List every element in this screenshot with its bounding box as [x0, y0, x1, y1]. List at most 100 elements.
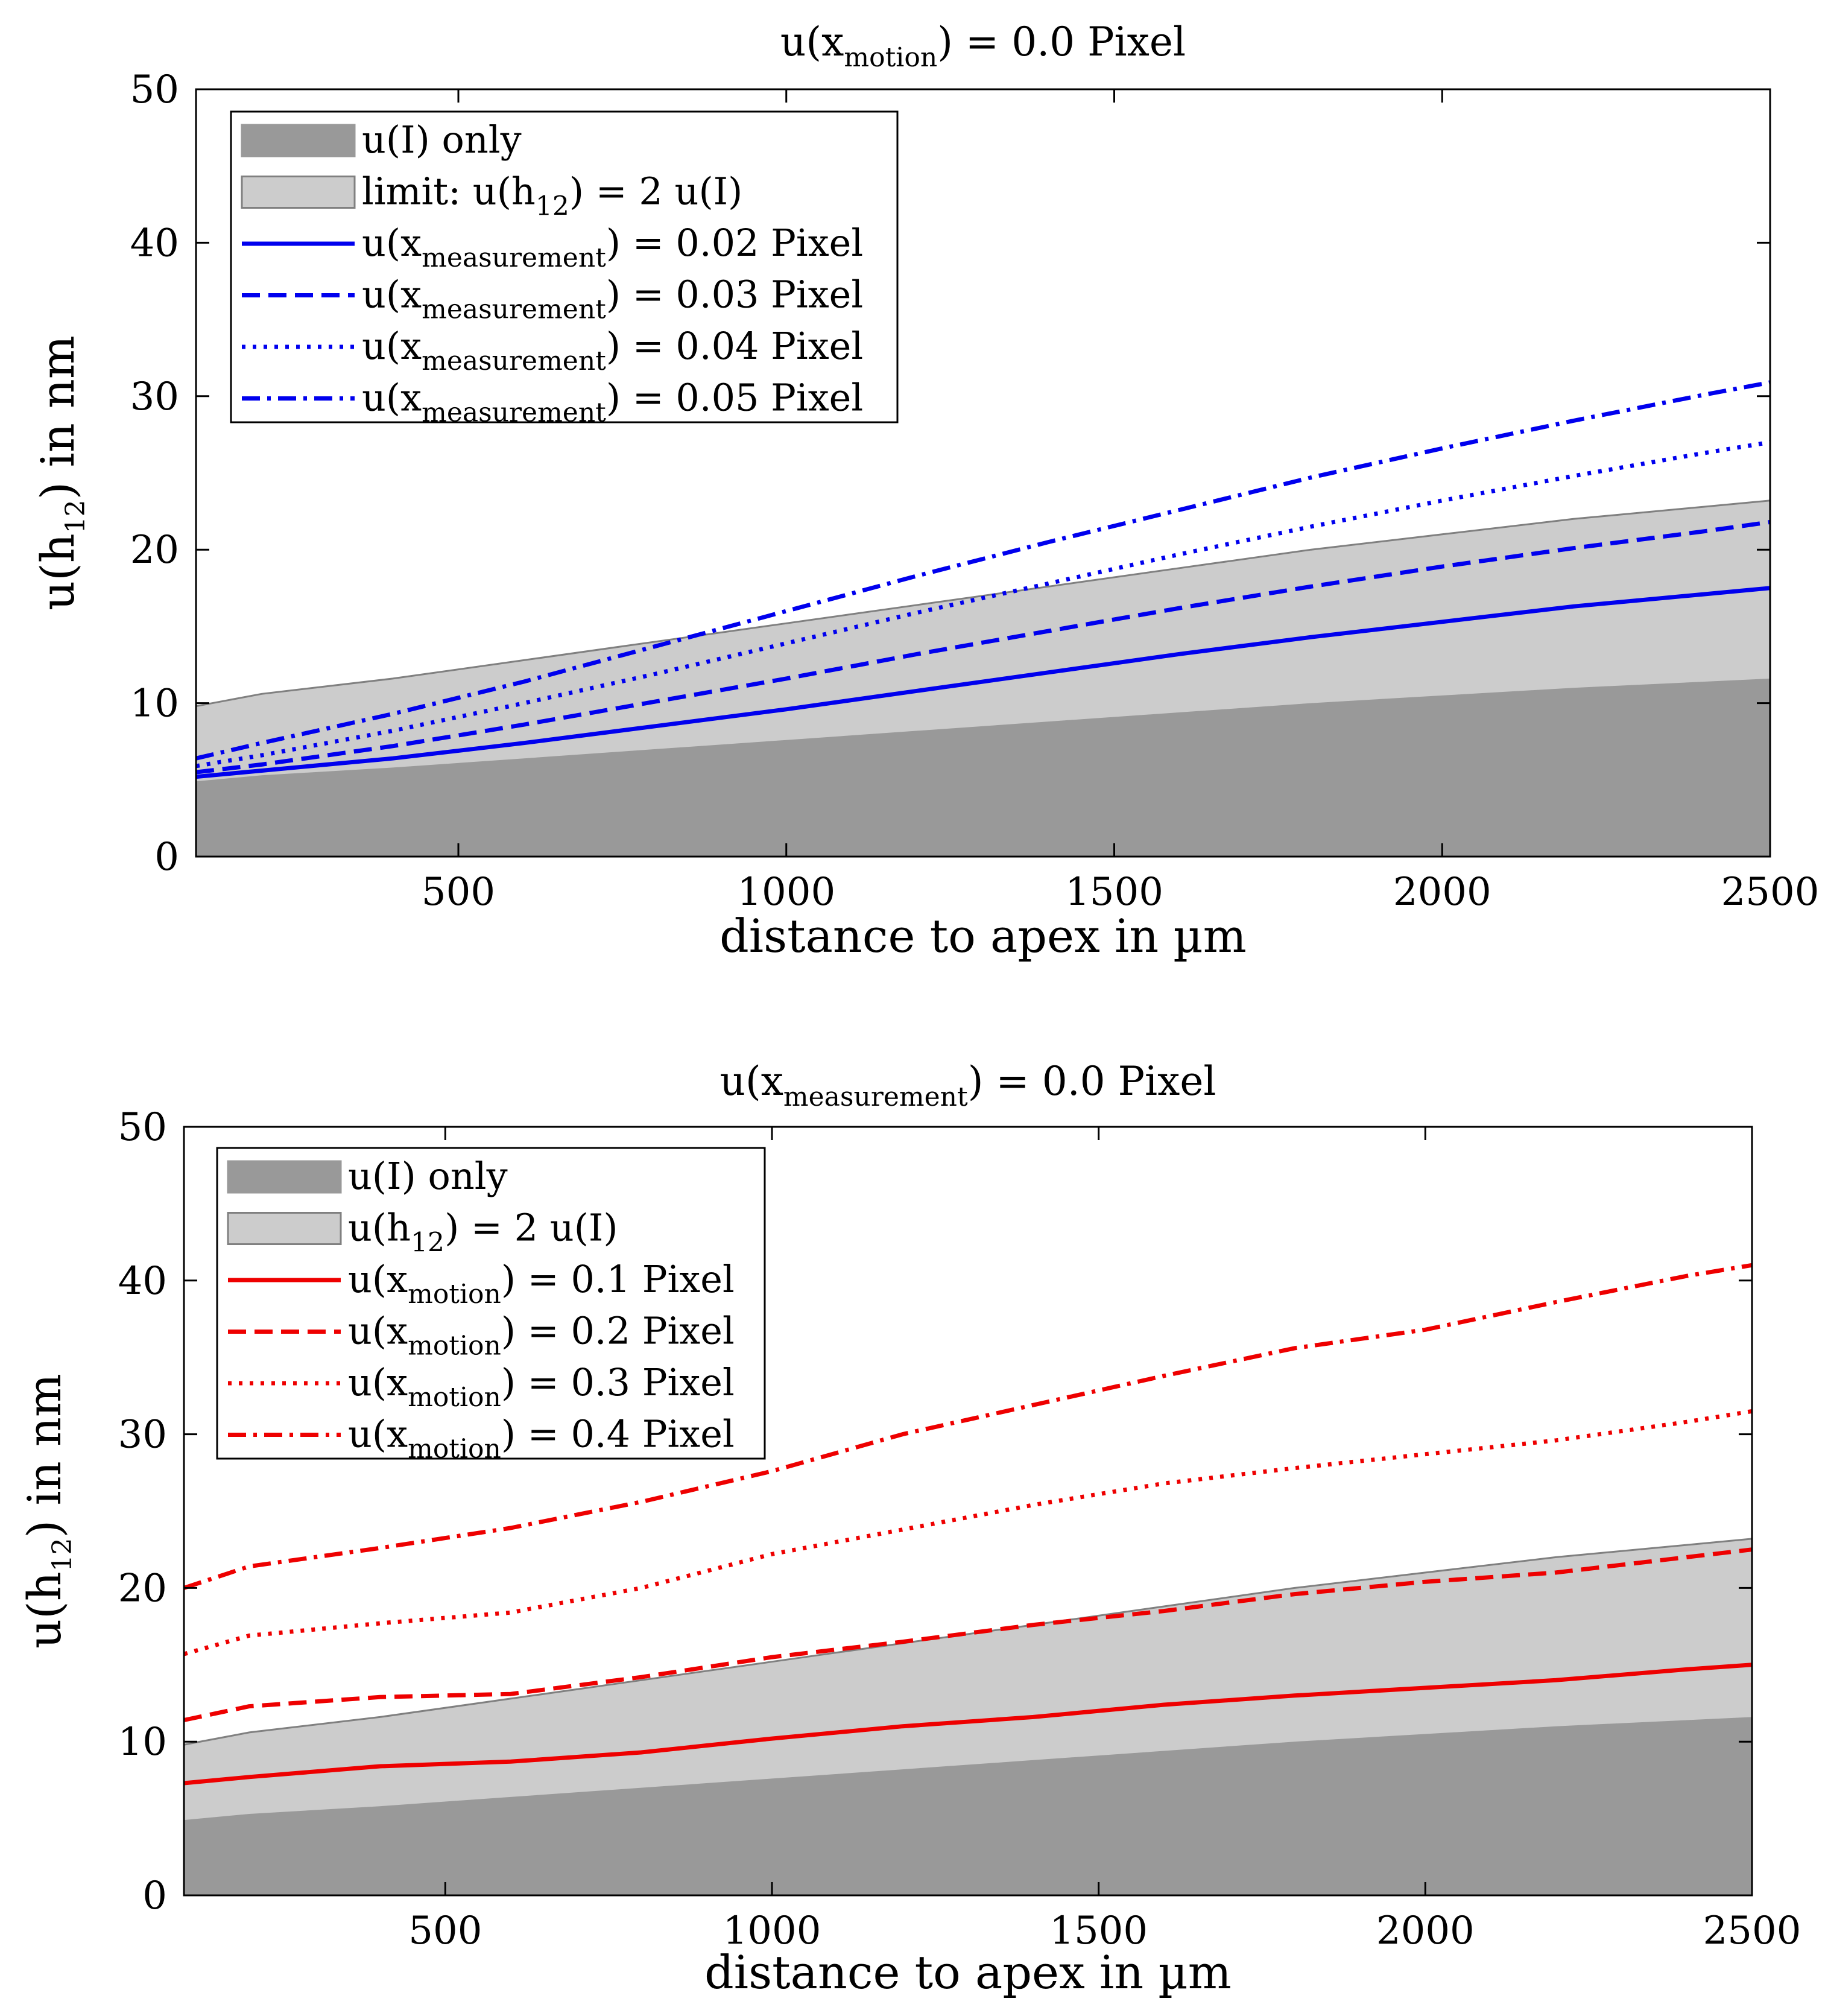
legend-entry-prefix: u(x: [348, 1412, 408, 1456]
x-tick-label: 500: [408, 1909, 482, 1953]
legend-entry-prefix: u(I) only: [362, 118, 522, 162]
legend-entry-prefix: limit: u(h: [362, 170, 536, 214]
y-axis-label-suffix: ) in nm: [31, 335, 84, 499]
legend-entry-text: u(h12) = 2 u(I): [348, 1206, 618, 1258]
x-tick-label: 1500: [1049, 1909, 1148, 1953]
legend-entry-prefix: u(x: [362, 273, 422, 317]
chart-title-prefix: u(x: [719, 1058, 783, 1105]
series-line-dotted: [195, 440, 1771, 769]
y-axis-label: u(h12) in nm: [31, 335, 91, 610]
series-line-dashdot: [195, 380, 1771, 761]
legend-entry-text: u(xmotion) = 0.1 Pixel: [348, 1257, 735, 1310]
intensity-band-area: [184, 1717, 1752, 1895]
series-line-dotted: [183, 1409, 1753, 1656]
legend-entry-subscript: 12: [411, 1228, 444, 1258]
series-line-solid: [183, 1663, 1753, 1786]
legend-swatch-limit: [241, 176, 356, 209]
legend-swatch-limit: [227, 1212, 342, 1245]
legend-entry-subscript: motion: [408, 1279, 501, 1310]
y-axis-label-subscript: 12: [47, 1538, 78, 1571]
y-tick-label: 20: [118, 1566, 167, 1611]
chart-title: u(xmeasurement) = 0.0 Pixel: [719, 1058, 1216, 1112]
y-axis-label-prefix: u(h: [17, 1571, 71, 1649]
series-line-dashed: [183, 1547, 1753, 1722]
legend-entry-subscript: motion: [408, 1331, 501, 1361]
legend-swatch-intensity: [227, 1160, 342, 1194]
y-tick-label: 0: [142, 1874, 167, 1918]
x-tick-label: 1000: [737, 870, 835, 914]
legend-entry-text: u(xmeasurement) = 0.04 Pixel: [362, 324, 863, 376]
y-tick-label: 40: [118, 1259, 167, 1304]
y-axis-label-prefix: u(h: [31, 533, 84, 610]
legend-entry-suffix: ) = 0.05 Pixel: [606, 376, 863, 420]
legend-entry-prefix: u(h: [348, 1206, 411, 1250]
legend-entry-subscript: measurement: [422, 398, 606, 428]
legend-entry-suffix: ) = 0.1 Pixel: [501, 1257, 735, 1301]
legend-entry-subscript: measurement: [422, 294, 606, 325]
y-tick-label: 30: [130, 375, 179, 419]
x-tick-label: 500: [422, 870, 495, 914]
legend-swatch-intensity: [241, 124, 356, 157]
chart-title: u(xmotion) = 0.0 Pixel: [780, 19, 1186, 73]
legend-entry-text: u(I) only: [362, 118, 522, 162]
series-line-dashed: [195, 519, 1771, 775]
legend-entry-prefix: u(x: [362, 324, 422, 368]
x-tick-label: 1000: [723, 1909, 821, 1953]
legend-entry-subscript: measurement: [422, 346, 606, 376]
legend-entry-text: u(I) only: [348, 1154, 508, 1198]
legend-entry-suffix: ) = 0.3 Pixel: [501, 1360, 735, 1404]
legend-entry-text: u(xmotion) = 0.4 Pixel: [348, 1412, 735, 1465]
axes-box: [195, 88, 1771, 858]
y-axis-label-subscript: 12: [60, 499, 91, 533]
chart-title-suffix: ) = 0.0 Pixel: [937, 19, 1186, 65]
y-tick-label: 0: [154, 835, 179, 880]
y-tick-label: 40: [130, 221, 179, 265]
legend-entry-prefix: u(x: [362, 376, 422, 420]
legend-entry-suffix: ) = 0.02 Pixel: [606, 221, 863, 265]
chart-title-suffix: ) = 0.0 Pixel: [968, 1058, 1216, 1105]
x-tick-label: 2000: [1393, 870, 1491, 914]
legend-entry-suffix: ) = 2 u(I): [444, 1206, 618, 1250]
legend-entry-subscript: motion: [408, 1382, 501, 1413]
y-tick-label: 10: [118, 1720, 167, 1764]
series-line-solid: [195, 586, 1771, 779]
legend-entry-suffix: ) = 0.04 Pixel: [606, 324, 863, 368]
y-tick-label: 50: [118, 1105, 167, 1150]
legend-entry-suffix: ) = 0.03 Pixel: [606, 273, 863, 317]
legend-entry-prefix: u(x: [348, 1360, 408, 1404]
bottom-chart-panel: 500 1000 1500 2000 250001020304050u(xmeasure…: [17, 1058, 1801, 1999]
legend-box: [216, 1147, 766, 1460]
series-line-dashdot: [183, 1263, 1753, 1590]
legend-entry-prefix: u(x: [348, 1257, 408, 1301]
chart-title-subscript: motion: [844, 42, 937, 73]
legend-entry-text: u(xmeasurement) = 0.05 Pixel: [362, 376, 863, 428]
legend-entry-suffix: ) = 0.2 Pixel: [501, 1309, 735, 1353]
y-tick-label: 30: [118, 1413, 167, 1457]
x-tick-label: 2500: [1721, 870, 1820, 914]
legend-entry-text: u(xmotion) = 0.2 Pixel: [348, 1309, 735, 1361]
legend-entry-text: u(xmeasurement) = 0.03 Pixel: [362, 273, 863, 325]
y-axis-label: u(h12) in nm: [17, 1374, 78, 1649]
legend-entry-suffix: ) = 2 u(I): [569, 170, 743, 214]
x-tick-label: 1500: [1065, 870, 1163, 914]
legend-box: [230, 110, 899, 423]
y-tick-label: 50: [130, 68, 179, 112]
legend-entry-prefix: u(I) only: [348, 1154, 508, 1198]
legend-entry-subscript: 12: [536, 191, 569, 222]
y-tick-label: 20: [130, 528, 179, 572]
legend-entry-text: u(xmeasurement) = 0.02 Pixel: [362, 221, 863, 273]
x-axis-label: distance to apex in µm: [704, 1945, 1232, 1999]
x-tick-label: 2000: [1376, 1909, 1475, 1953]
x-axis-label: distance to apex in µm: [719, 909, 1247, 963]
chart-title-prefix: u(x: [780, 19, 844, 65]
axes-box: [183, 1126, 1753, 1897]
legend-entry-subscript: motion: [408, 1434, 501, 1465]
intensity-band-area: [196, 678, 1770, 857]
chart-title-subscript: measurement: [783, 1082, 968, 1112]
legend-entry-subscript: measurement: [422, 242, 606, 273]
legend-entry-text: u(xmotion) = 0.3 Pixel: [348, 1360, 735, 1413]
legend-entry-text: limit: u(h12) = 2 u(I): [362, 170, 742, 222]
